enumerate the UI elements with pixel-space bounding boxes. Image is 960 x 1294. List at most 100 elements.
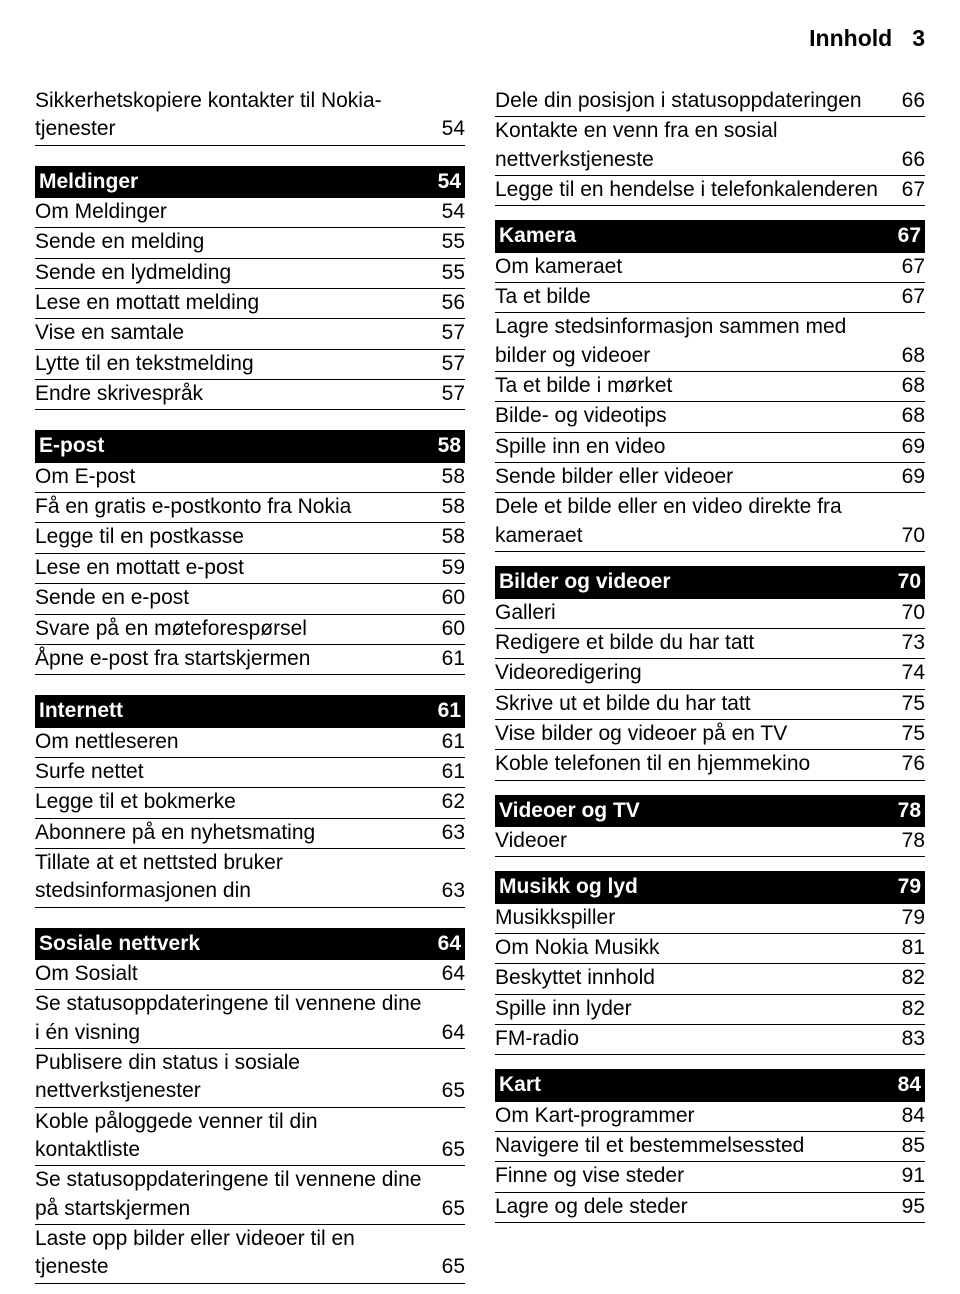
toc-entry[interactable]: Sende en melding55 [35, 228, 465, 258]
toc-entry-label: Musikk og lyd [499, 873, 891, 901]
toc-entry-label: Koble telefonen til en hjemmekino [495, 750, 895, 778]
toc-entry-label: Galleri [495, 599, 895, 627]
toc-entry[interactable]: Sikkerhetskopiere kontakter til Nokia-tj… [35, 87, 465, 146]
toc-entry[interactable]: Ta et bilde i mørket68 [495, 372, 925, 402]
toc-entry[interactable]: Musikkspiller79 [495, 904, 925, 934]
toc-spacer [495, 552, 925, 566]
toc-entry[interactable]: Om kameraet67 [495, 253, 925, 283]
toc-entry[interactable]: Lagre stedsinformasjon sammen med bilder… [495, 313, 925, 372]
toc-entry-label: Vise bilder og videoer på en TV [495, 720, 895, 748]
toc-entry[interactable]: Om E-post58 [35, 463, 465, 493]
toc-section-header[interactable]: Videoer og TV78 [495, 795, 925, 827]
toc-entry-page: 68 [895, 342, 925, 370]
toc-entry[interactable]: Sende bilder eller videoer69 [495, 463, 925, 493]
toc-entry[interactable]: Om Kart-programmer84 [495, 1102, 925, 1132]
toc-entry[interactable]: Spille inn en video69 [495, 433, 925, 463]
toc-entry[interactable]: Legge til en postkasse58 [35, 523, 465, 553]
toc-section-header[interactable]: Musikk og lyd79 [495, 871, 925, 903]
toc-entry[interactable]: Om nettleseren61 [35, 728, 465, 758]
toc-entry[interactable]: Svare på en møteforespørsel60 [35, 615, 465, 645]
toc-entry[interactable]: Koble påloggede venner til din kontaktli… [35, 1108, 465, 1167]
toc-entry[interactable]: Abonnere på en nyhetsmating63 [35, 819, 465, 849]
toc-entry[interactable]: Vise en samtale57 [35, 319, 465, 349]
toc-entry[interactable]: Beskyttet innhold82 [495, 964, 925, 994]
toc-entry[interactable]: Se statusoppdateringene til vennene dine… [35, 990, 465, 1049]
toc-entry[interactable]: Spille inn lyder82 [495, 995, 925, 1025]
toc-entry-page: 67 [895, 176, 925, 204]
toc-entry-label: Legge til et bokmerke [35, 788, 435, 816]
toc-section-header[interactable]: Bilder og videoer70 [495, 566, 925, 598]
toc-entry-page: 61 [435, 758, 465, 786]
toc-section-header[interactable]: E-post58 [35, 430, 465, 462]
toc-entry[interactable]: Endre skrivespråk57 [35, 380, 465, 410]
toc-entry[interactable]: Finne og vise steder91 [495, 1162, 925, 1192]
toc-entry[interactable]: Vise bilder og videoer på en TV75 [495, 720, 925, 750]
toc-entry-label: Lagre og dele steder [495, 1193, 895, 1221]
header-title: Innhold [809, 25, 892, 52]
toc-entry-page: 63 [435, 877, 465, 905]
toc-entry[interactable]: Lese en mottatt melding56 [35, 289, 465, 319]
toc-entry[interactable]: Koble telefonen til en hjemmekino76 [495, 750, 925, 780]
toc-entry[interactable]: Skrive ut et bilde du har tatt75 [495, 690, 925, 720]
toc-entry-label: Om kameraet [495, 253, 895, 281]
toc-entry-label: Abonnere på en nyhetsmating [35, 819, 435, 847]
toc-entry-label: Få en gratis e-postkonto fra Nokia [35, 493, 435, 521]
toc-entry[interactable]: Surfe nettet61 [35, 758, 465, 788]
toc-entry-label: Spille inn en video [495, 433, 895, 461]
toc-entry-label: Om E-post [35, 463, 435, 491]
toc-entry[interactable]: Dele din posisjon i statusoppdateringen6… [495, 87, 925, 117]
toc-entry-page: 58 [431, 432, 461, 460]
toc-entry[interactable]: FM-radio83 [495, 1025, 925, 1055]
toc-entry[interactable]: Om Sosialt64 [35, 960, 465, 990]
toc-entry[interactable]: Om Meldinger54 [35, 198, 465, 228]
toc-entry[interactable]: Få en gratis e-postkonto fra Nokia58 [35, 493, 465, 523]
toc-entry-label: Se statusoppdateringene til vennene dine… [35, 1166, 435, 1223]
toc-entry-page: 58 [435, 493, 465, 521]
toc-entry[interactable]: Publisere din status i sosiale nettverks… [35, 1049, 465, 1108]
toc-section-header[interactable]: Meldinger54 [35, 166, 465, 198]
toc-entry[interactable]: Tillate at et nettsted bruker stedsinfor… [35, 849, 465, 908]
toc-entry-label: Sende en lydmelding [35, 259, 435, 287]
toc-entry-label: Videoer og TV [499, 797, 891, 825]
toc-entry[interactable]: Om Nokia Musikk81 [495, 934, 925, 964]
toc-entry[interactable]: Dele et bilde eller en video direkte fra… [495, 493, 925, 552]
toc-entry[interactable]: Navigere til et bestemmelsessted85 [495, 1132, 925, 1162]
toc-entry[interactable]: Videoer78 [495, 827, 925, 857]
toc-spacer [495, 857, 925, 871]
toc-entry-label: Sende bilder eller videoer [495, 463, 895, 491]
toc-entry[interactable]: Kontakte en venn fra en sosial nettverks… [495, 117, 925, 176]
toc-entry-page: 65 [435, 1253, 465, 1281]
toc-spacer [495, 1055, 925, 1069]
toc-entry-page: 78 [895, 827, 925, 855]
toc-entry-label: Publisere din status i sosiale nettverks… [35, 1049, 435, 1106]
toc-section-header[interactable]: Internett61 [35, 695, 465, 727]
toc-entry-label: Redigere et bilde du har tatt [495, 629, 895, 657]
toc-spacer [35, 146, 465, 166]
toc-entry[interactable]: Sende en e-post60 [35, 584, 465, 614]
toc-entry[interactable]: Redigere et bilde du har tatt73 [495, 629, 925, 659]
toc-entry-label: Om Kart-programmer [495, 1102, 895, 1130]
toc-section-header[interactable]: Kart84 [495, 1069, 925, 1101]
toc-entry-page: 56 [435, 289, 465, 317]
toc-entry-page: 66 [895, 146, 925, 174]
toc-entry[interactable]: Ta et bilde67 [495, 283, 925, 313]
toc-entry[interactable]: Galleri70 [495, 599, 925, 629]
toc-section-header[interactable]: Sosiale nettverk64 [35, 928, 465, 960]
toc-entry[interactable]: Lytte til en tekstmelding57 [35, 350, 465, 380]
toc-entry[interactable]: Sende en lydmelding55 [35, 259, 465, 289]
toc-section-header[interactable]: Kamera67 [495, 220, 925, 252]
toc-spacer [35, 675, 465, 695]
toc-entry[interactable]: Legge til en hendelse i telefonkalendere… [495, 176, 925, 206]
toc-entry-page: 65 [435, 1195, 465, 1223]
toc-entry-page: 67 [895, 253, 925, 281]
toc-entry[interactable]: Legge til et bokmerke62 [35, 788, 465, 818]
toc-entry[interactable]: Laste opp bilder eller videoer til en tj… [35, 1225, 465, 1284]
toc-entry[interactable]: Lese en mottatt e-post59 [35, 554, 465, 584]
toc-entry[interactable]: Lagre og dele steder95 [495, 1193, 925, 1223]
toc-entry[interactable]: Se statusoppdateringene til vennene dine… [35, 1166, 465, 1225]
toc-entry-page: 79 [891, 873, 921, 901]
toc-entry[interactable]: Videoredigering74 [495, 659, 925, 689]
toc-spacer [35, 908, 465, 928]
toc-entry[interactable]: Bilde- og videotips68 [495, 402, 925, 432]
toc-entry[interactable]: Åpne e-post fra startskjermen61 [35, 645, 465, 675]
